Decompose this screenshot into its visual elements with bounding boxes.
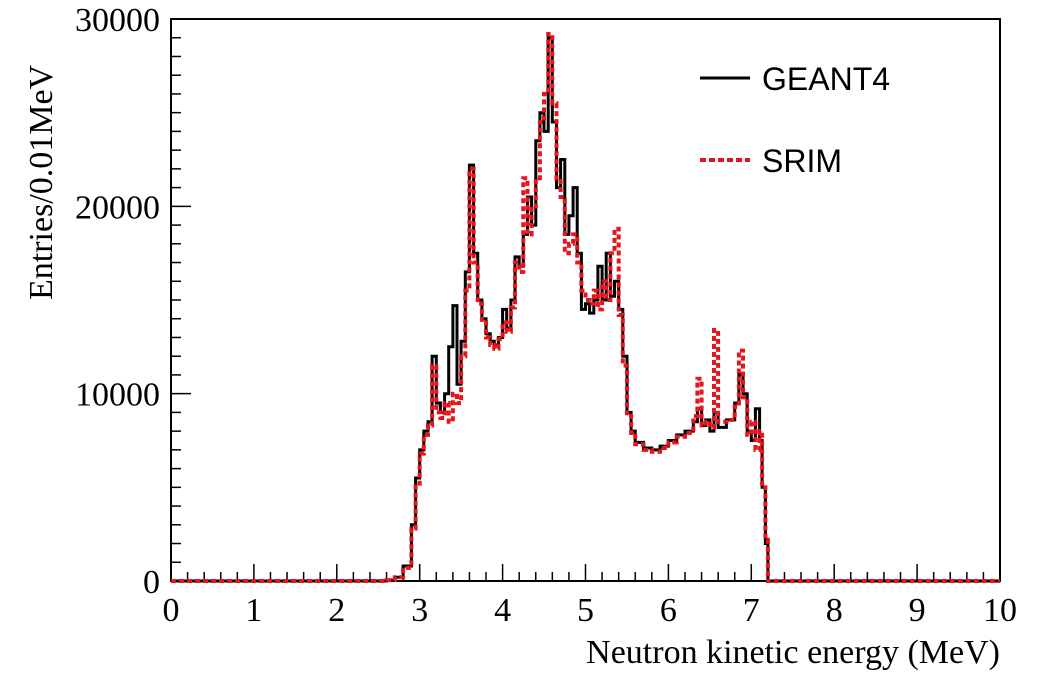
y-axis-ticks bbox=[171, 18, 191, 582]
y-tick-label: 0 bbox=[143, 564, 160, 601]
x-tick-label: 7 bbox=[743, 592, 760, 629]
series-group bbox=[171, 32, 1000, 583]
x-axis-ticks bbox=[170, 564, 1001, 581]
y-axis-tick-labels: 0 10000 20000 30000 bbox=[75, 2, 160, 601]
x-axis-title: Neutron kinetic energy (MeV) bbox=[586, 634, 1000, 671]
y-tick-label: 30000 bbox=[75, 2, 160, 39]
x-tick-label: 10 bbox=[983, 592, 1017, 629]
x-tick-label: 3 bbox=[411, 592, 428, 629]
legend-label-srim: SRIM bbox=[762, 143, 842, 179]
legend: GEANT4 SRIM bbox=[700, 61, 890, 179]
x-tick-label: 8 bbox=[826, 592, 843, 629]
series-geant4-line bbox=[171, 36, 1000, 583]
y-axis-title: Entries/0.01MeV bbox=[23, 64, 60, 300]
x-tick-label: 2 bbox=[328, 592, 345, 629]
x-tick-label: 9 bbox=[909, 592, 926, 629]
y-tick-label: 10000 bbox=[75, 377, 160, 414]
x-tick-label: 1 bbox=[245, 592, 262, 629]
series-srim-line bbox=[171, 32, 1000, 583]
x-tick-label: 6 bbox=[660, 592, 677, 629]
x-tick-label: 0 bbox=[163, 592, 180, 629]
x-tick-label: 4 bbox=[494, 592, 511, 629]
y-tick-label: 20000 bbox=[75, 189, 160, 226]
x-tick-label: 5 bbox=[577, 592, 594, 629]
plot-frame bbox=[170, 18, 1001, 582]
x-axis-tick-labels: 0 1 2 3 4 5 6 7 8 9 10 bbox=[163, 592, 1018, 629]
legend-label-geant4: GEANT4 bbox=[762, 61, 890, 97]
